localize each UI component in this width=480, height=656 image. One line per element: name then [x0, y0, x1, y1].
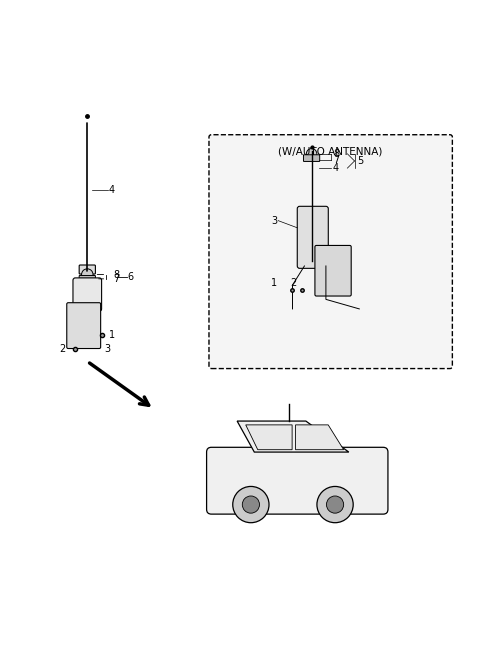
- FancyBboxPatch shape: [303, 155, 320, 161]
- Circle shape: [317, 487, 353, 523]
- Circle shape: [233, 487, 269, 523]
- Polygon shape: [237, 421, 349, 452]
- Circle shape: [82, 269, 93, 280]
- Text: 3: 3: [104, 344, 110, 354]
- Text: (W/AUTO ANTENNA): (W/AUTO ANTENNA): [278, 147, 383, 157]
- Polygon shape: [296, 425, 344, 450]
- Text: 1: 1: [271, 277, 277, 288]
- Text: 1: 1: [109, 330, 115, 340]
- Text: 2: 2: [60, 344, 66, 354]
- FancyBboxPatch shape: [67, 302, 101, 348]
- Text: 6: 6: [128, 272, 134, 282]
- FancyBboxPatch shape: [79, 276, 96, 283]
- Text: 8: 8: [114, 270, 120, 279]
- FancyBboxPatch shape: [73, 278, 102, 312]
- Text: 7: 7: [333, 155, 339, 165]
- Text: 7: 7: [114, 274, 120, 284]
- Text: 4: 4: [333, 163, 339, 173]
- Text: 5: 5: [357, 156, 363, 166]
- Circle shape: [306, 148, 317, 159]
- Polygon shape: [246, 425, 292, 450]
- Text: 4: 4: [109, 184, 115, 195]
- FancyBboxPatch shape: [315, 245, 351, 296]
- Text: 3: 3: [271, 216, 277, 226]
- Circle shape: [242, 496, 260, 513]
- FancyBboxPatch shape: [79, 265, 96, 274]
- Circle shape: [326, 496, 344, 513]
- Text: 8: 8: [333, 149, 339, 159]
- FancyBboxPatch shape: [297, 206, 328, 268]
- FancyBboxPatch shape: [209, 134, 452, 369]
- Text: 2: 2: [290, 277, 296, 288]
- FancyBboxPatch shape: [206, 447, 388, 514]
